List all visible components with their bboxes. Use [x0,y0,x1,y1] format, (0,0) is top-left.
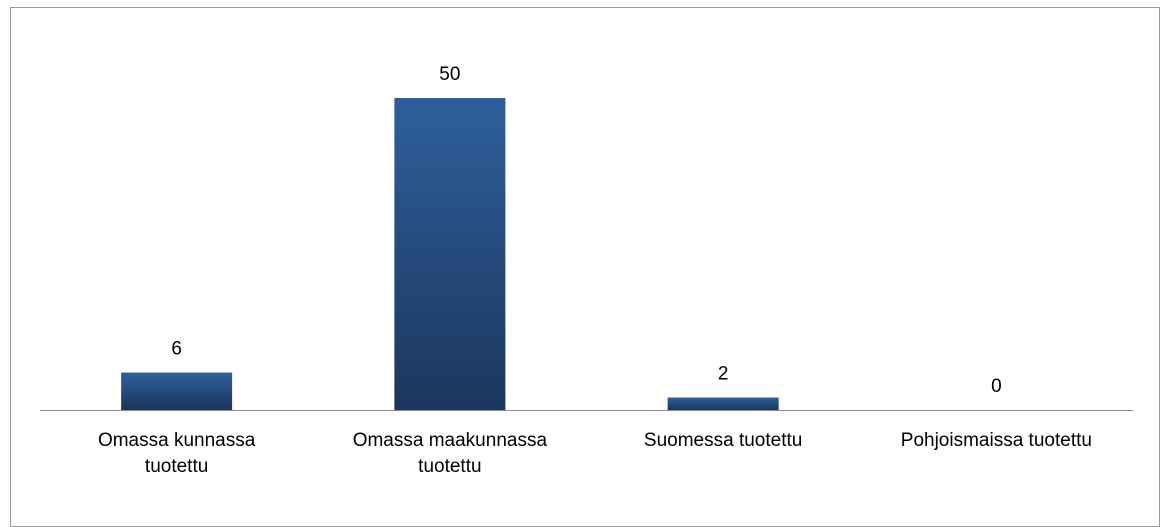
bar [121,372,233,410]
data-label: 6 [171,339,182,360]
x-tick-label: Omassa maakunnassa tuotettu [352,430,548,477]
data-label: 50 [439,64,460,85]
x-tick-label: Pohjoismaissa tuotettu [900,430,1092,451]
data-label: 0 [991,376,1002,397]
data-label: 2 [718,364,729,385]
x-tick-label: Omassa kunnassa tuotettu [97,430,256,477]
bar [394,98,506,410]
bar [667,397,779,410]
chart: 6 50 2 0 [40,64,1133,411]
x-tick-label: Suomessa tuotettu [643,430,803,451]
